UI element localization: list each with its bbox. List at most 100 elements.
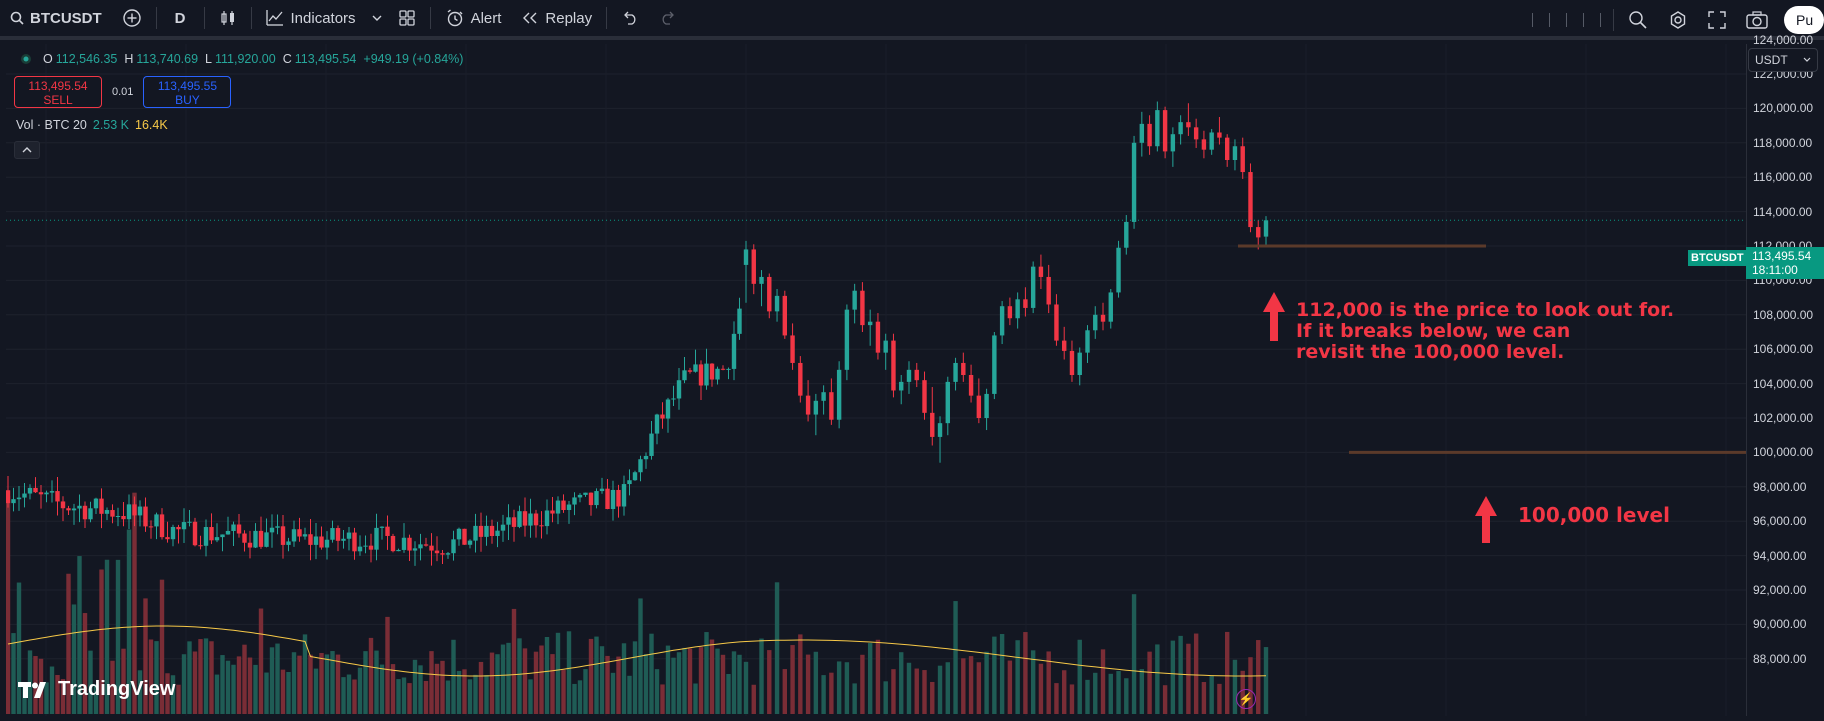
layout-tick (1532, 13, 1533, 27)
compare-symbol-button[interactable] (112, 0, 152, 38)
candle-body (671, 398, 676, 400)
candle-body (517, 511, 522, 527)
chart-type-button[interactable] (209, 0, 247, 38)
candle-body (93, 498, 99, 509)
undo-button[interactable] (611, 0, 649, 38)
volume-bar (181, 654, 187, 714)
candle-body (798, 362, 803, 396)
layout-tick (1566, 13, 1567, 27)
sell-button[interactable]: 113,495.54 SELL (14, 76, 102, 108)
chart-pane[interactable] (5, 39, 1746, 716)
candle-body (137, 506, 143, 516)
candle-body (654, 414, 660, 434)
volume-bar (632, 641, 638, 714)
volume-bar (922, 670, 927, 714)
tradingview-logo-icon (18, 681, 46, 698)
volume-bar (782, 669, 788, 714)
candle-body (11, 499, 16, 504)
candle-body (860, 290, 865, 326)
candle-body (66, 508, 71, 511)
candle-body (665, 399, 671, 419)
candle-body (1069, 350, 1075, 375)
volume-bar (390, 664, 396, 714)
candle-body (1038, 266, 1044, 277)
indicators-button[interactable]: Indicators (256, 0, 366, 38)
candle-body (726, 368, 731, 370)
candle-body (649, 433, 654, 456)
volume-bar (1178, 635, 1183, 714)
volume-bar (737, 654, 742, 714)
candle-body (1030, 266, 1036, 308)
volume-bar (790, 645, 795, 714)
volume-bar (247, 657, 253, 714)
candle-body (813, 400, 819, 415)
candle-body (22, 493, 27, 498)
candle-body (423, 544, 429, 546)
replay-button[interactable]: Replay (511, 0, 602, 38)
candle-body (1186, 122, 1191, 128)
redo-button[interactable] (649, 0, 687, 38)
symbol-search-button[interactable]: BTCUSDT (0, 0, 112, 38)
candle-body (154, 514, 159, 527)
volume-bar (445, 680, 451, 714)
annotation-level-label[interactable]: 100,000 level (1518, 503, 1670, 527)
candle-body (456, 528, 462, 540)
candle-body (550, 510, 555, 514)
candle-body (852, 290, 857, 310)
templates-button[interactable] (388, 0, 426, 38)
candle-body (583, 492, 588, 495)
volume-bar (407, 683, 412, 714)
snapshot-button[interactable] (1736, 0, 1778, 40)
candle-body (720, 368, 726, 370)
quick-search-button[interactable] (1618, 0, 1658, 40)
candle-body (999, 306, 1005, 336)
publish-button[interactable]: Pu (1784, 6, 1824, 34)
lightning-icon[interactable]: ⚡ (1236, 689, 1256, 709)
volume-bar (49, 666, 55, 714)
candle-body (638, 459, 643, 473)
price-axis-label: 102,000.00 (1753, 411, 1814, 425)
collapse-legend-button[interactable] (14, 141, 40, 159)
divider (1613, 9, 1614, 31)
currency-selector[interactable]: USDT (1748, 48, 1818, 72)
volume-bar (192, 651, 198, 714)
candle-body (313, 536, 319, 545)
divider (429, 7, 431, 29)
price-axis-label: 106,000.00 (1753, 342, 1814, 357)
buy-button[interactable]: 113,495.55 BUY (143, 76, 232, 108)
fullscreen-button[interactable] (1698, 0, 1736, 40)
order-quantity[interactable]: 0.01 (112, 86, 134, 98)
tradingview-logo[interactable]: TradingView (18, 678, 175, 701)
candle-body (302, 534, 308, 537)
zoom-search-icon (1629, 11, 1647, 29)
candle-body (121, 516, 126, 520)
interval-button[interactable]: D (174, 9, 186, 27)
candle-body (192, 521, 198, 546)
volume-bar (566, 631, 572, 714)
annotation-note[interactable]: 112,000 is the price to look out for. If… (1296, 300, 1674, 363)
chevron-down-icon (372, 15, 382, 21)
volume-bar (462, 669, 467, 714)
volume-bar (875, 639, 881, 714)
indicators-icon (265, 10, 283, 26)
candle-body (992, 335, 997, 394)
candle-body (555, 500, 561, 514)
volume-bar (676, 652, 682, 714)
candle-body (44, 492, 49, 495)
candle-body (1232, 146, 1238, 160)
volume-bar (187, 641, 192, 714)
indicators-dropdown[interactable] (366, 0, 388, 38)
candle-body (937, 423, 943, 437)
settings-button[interactable] (1658, 0, 1698, 40)
volume-bar (517, 638, 522, 714)
candle-body (467, 540, 473, 545)
price-chart[interactable] (5, 39, 1746, 716)
buy-price: 113,495.55 (157, 79, 217, 93)
candle-body (77, 505, 82, 509)
price-axis[interactable]: 124,000.00 122,000.00 120,000.00 118,000.00… (1746, 33, 1824, 716)
candle-body (165, 537, 170, 540)
alert-button[interactable]: Alert (435, 0, 512, 38)
candle-body (291, 529, 297, 542)
price-axis-label: 100,000.00 (1753, 445, 1814, 460)
layout-tick (1549, 13, 1550, 27)
